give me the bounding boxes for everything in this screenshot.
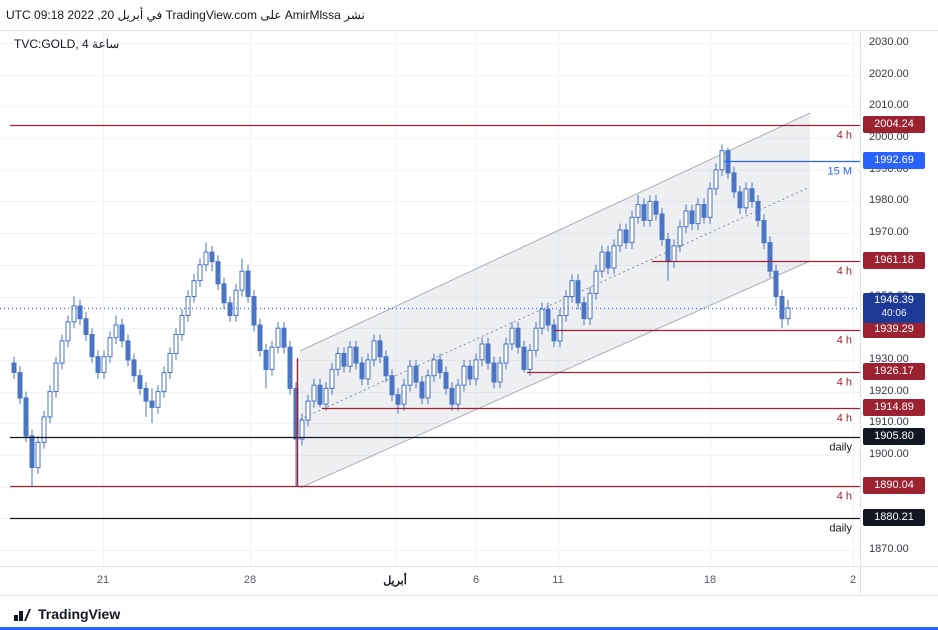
symbol-title: TVC:GOLD, 4 ساعة — [14, 37, 120, 51]
channel-upper-line[interactable] — [299, 112, 811, 352]
tradingview-brand[interactable]: TradingView — [14, 606, 120, 622]
price-level-badge: 2004.24 — [863, 115, 925, 133]
price-level-badge: 1890.04 — [863, 477, 925, 495]
time-tick-label: 2 — [849, 574, 857, 586]
price-tick-label: 1980.00 — [869, 194, 909, 207]
level-tag-label: 4 h — [837, 335, 852, 347]
time-axis[interactable]: 21 28 أبريل 6 11 18 2 — [0, 567, 860, 595]
price-tick-label: 1900.00 — [869, 447, 909, 460]
tradingview-logo-icon — [14, 609, 31, 621]
time-tick-label: 28 — [243, 574, 257, 586]
chart-container: 4 h 15 M 4 h 4 h 4 h 4 h daily 4 h daily TVC:GOL… — [0, 30, 938, 567]
current-price-value: 1946.39 — [874, 293, 914, 306]
price-tick-label: 1910.00 — [869, 416, 909, 429]
price-tick-label: 2010.00 — [869, 99, 909, 112]
price-tick-label: 2030.00 — [869, 36, 909, 48]
level-tag-label: 4 h — [837, 491, 852, 503]
current-price-badge: 1946.39 40:06 — [863, 292, 925, 323]
time-axis-corner — [860, 567, 937, 595]
chart-plot-area[interactable]: 4 h 15 M 4 h 4 h 4 h 4 h daily 4 h daily TVC:GOL… — [0, 31, 860, 566]
price-tick-label: 1970.00 — [869, 226, 909, 239]
candlestick-chart[interactable]: 4 h 15 M 4 h 4 h 4 h 4 h daily 4 h daily — [0, 31, 860, 566]
level-tag-label: daily — [829, 442, 852, 454]
price-tick-label: 1920.00 — [869, 384, 909, 397]
bottom-accent-bar — [0, 627, 938, 630]
price-axis[interactable]: 2030.002020.002010.002000.001990.001980.… — [860, 31, 937, 566]
publish-text: نشر AmirMlssa على TradingView.com في أبر… — [6, 8, 365, 22]
time-tick-label: 6 — [472, 574, 480, 586]
price-level-badge: 1905.80 — [863, 427, 925, 445]
channel-lower-line[interactable] — [299, 260, 811, 489]
time-axis-row: 21 28 أبريل 6 11 18 2 — [0, 567, 938, 596]
price-tick-label: 1870.00 — [869, 543, 909, 555]
footer-bar: TradingView — [0, 596, 938, 630]
level-tag-label: 4 h — [837, 266, 852, 278]
price-tick-label: 1930.00 — [869, 352, 909, 365]
price-level-badge: 1880.21 — [863, 508, 925, 526]
price-level-badge: 1961.18 — [863, 252, 925, 270]
time-tick-label: أبريل — [383, 575, 407, 587]
level-tag-label: 4 h — [837, 377, 852, 389]
price-tick-label: 2000.00 — [869, 131, 909, 144]
level-tag-label: 4 h — [837, 130, 852, 142]
price-level-badge: 1939.29 — [863, 321, 925, 339]
bar-countdown: 40:06 — [881, 307, 907, 319]
publish-header: نشر AmirMlssa على TradingView.com في أبر… — [0, 0, 938, 30]
price-level-badge: 1926.17 — [863, 363, 925, 380]
level-tag-label: 4 h — [837, 413, 852, 425]
price-level-badge: 1992.69 — [863, 152, 925, 170]
time-tick-label: 18 — [703, 574, 717, 586]
time-tick-label: 11 — [552, 574, 564, 586]
level-tag-label: daily — [829, 523, 852, 535]
brand-text: TradingView — [38, 606, 121, 622]
level-tag-label: 15 M — [828, 166, 852, 178]
price-tick-label: 2020.00 — [869, 67, 909, 80]
price-level-badge: 1914.89 — [863, 398, 925, 416]
time-tick-label: 21 — [96, 574, 110, 586]
candles-series — [11, 144, 791, 487]
grid-lines — [0, 31, 860, 566]
channel-mid-line — [299, 186, 811, 420]
